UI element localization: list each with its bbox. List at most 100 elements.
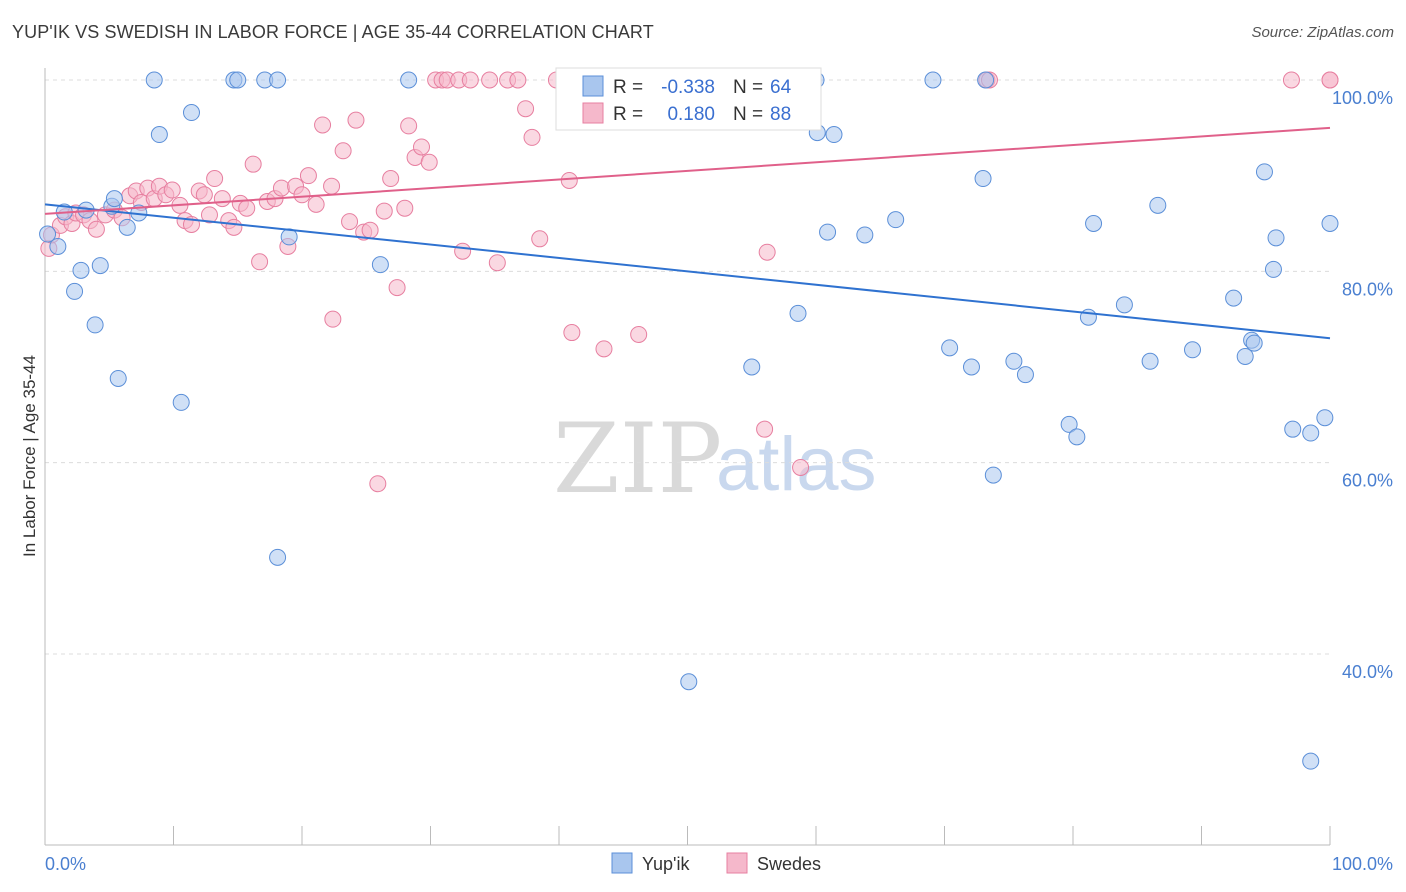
- swedes-point: [225, 218, 243, 236]
- watermark-zip: ZIP: [553, 403, 722, 515]
- bottom-legend-swatch-yupik: [611, 852, 633, 874]
- yupik-point: [182, 104, 200, 122]
- yupik-point: [941, 339, 959, 357]
- chart-title: YUP'IK VS SWEDISH IN LABOR FORCE | AGE 3…: [12, 22, 654, 42]
- yupik-point: [109, 369, 127, 387]
- y-axis-label: In Labor Force | Age 35-44: [20, 355, 39, 557]
- yupik-point: [1060, 415, 1078, 433]
- swedes-point: [756, 420, 774, 438]
- yupik-point: [66, 282, 84, 300]
- y-tick-label: 40.0%: [1342, 662, 1393, 682]
- y-tick-labels: 100.0% 80.0% 60.0% 40.0%: [1332, 88, 1393, 682]
- swedes-point: [334, 142, 352, 160]
- swedes-point: [1321, 71, 1339, 89]
- yupik-point: [1016, 366, 1034, 384]
- swedes-point: [213, 190, 231, 208]
- yupik-point: [269, 548, 287, 566]
- swedes-point: [307, 195, 325, 213]
- yupik-point: [1316, 409, 1334, 427]
- yupik-point: [743, 358, 761, 376]
- bottom-legend-label-yupik: Yup'ik: [642, 854, 690, 874]
- y-tick-label: 80.0%: [1342, 279, 1393, 299]
- swedes-point: [758, 243, 776, 261]
- swedes-point: [272, 179, 290, 197]
- swedes-point: [361, 221, 379, 239]
- swedes-point: [163, 181, 181, 199]
- swedes-point: [396, 199, 414, 217]
- yupik-point: [118, 218, 136, 236]
- yupik-point: [977, 71, 995, 89]
- yupik-point: [1184, 341, 1202, 359]
- swedes-point: [420, 153, 438, 171]
- swedes-point: [630, 325, 648, 343]
- swedes-point: [87, 220, 105, 238]
- source-label: Source: ZipAtlas.com: [1251, 24, 1394, 41]
- legend-r-label-yupik: R =: [613, 77, 643, 98]
- legend-n-label-swedes: N =: [733, 104, 763, 125]
- legend-r-label-swedes: R =: [613, 104, 643, 125]
- swedes-point: [595, 340, 613, 358]
- swedes-point: [324, 310, 342, 328]
- swedes-point: [413, 138, 431, 156]
- yupik-point: [1302, 424, 1320, 442]
- swedes-point: [531, 230, 549, 248]
- yupik-point: [145, 71, 163, 89]
- yupik-point: [887, 211, 905, 229]
- yupik-point: [1149, 196, 1167, 214]
- swedes-point: [488, 254, 506, 272]
- yupik-point: [39, 225, 57, 243]
- swedes-point: [454, 242, 472, 260]
- swedes-point: [481, 71, 499, 89]
- yupik-point: [962, 358, 980, 376]
- yupik-point: [72, 261, 90, 279]
- yupik-point: [789, 304, 807, 322]
- yupik-point: [1284, 420, 1302, 438]
- yupik-point: [974, 170, 992, 188]
- legend-n-value-swedes: 88: [770, 104, 791, 125]
- swedes-point: [523, 128, 541, 146]
- yupik-point: [105, 190, 123, 208]
- yupik-trend-line: [44, 203, 1331, 340]
- bottom-legend-swatch-swedes: [726, 852, 748, 874]
- bottom-legend: Yup'ik Swedes: [611, 852, 821, 874]
- legend-swatch-swedes: [582, 102, 604, 124]
- swedes-point: [323, 177, 341, 195]
- yupik-point: [91, 257, 109, 275]
- swedes-point: [517, 100, 535, 118]
- yupik-point: [1245, 334, 1263, 352]
- swedes-point: [195, 186, 213, 204]
- swedes-point: [400, 117, 418, 135]
- yupik-point: [400, 71, 418, 89]
- yupik-point: [1005, 352, 1023, 370]
- swedes-point: [563, 324, 581, 342]
- legend: R = -0.338 N = 64 R = 0.180 N = 88: [555, 67, 822, 131]
- yupik-point: [269, 71, 287, 89]
- trend-lines: [44, 126, 1331, 340]
- yupik-point: [984, 466, 1002, 484]
- yupik-point: [1264, 260, 1282, 278]
- yupik-points: [39, 71, 1339, 770]
- x-ticks: [173, 826, 1331, 845]
- yupik-point: [680, 673, 698, 691]
- swedes-point: [461, 71, 479, 89]
- swedes-point: [206, 170, 224, 188]
- legend-swatch-yupik: [582, 75, 604, 97]
- yupik-point: [1321, 215, 1339, 232]
- swedes-point: [299, 167, 317, 185]
- yupik-point: [1236, 347, 1254, 365]
- swedes-point: [792, 458, 810, 476]
- legend-r-value-swedes: 0.180: [667, 104, 715, 125]
- legend-r-value-yupik: -0.338: [661, 77, 715, 98]
- yupik-point: [49, 237, 67, 255]
- swedes-point: [388, 279, 406, 297]
- swedes-point: [347, 111, 365, 129]
- yupik-point: [1267, 229, 1285, 247]
- swedes-point: [244, 155, 262, 173]
- yupik-point: [1085, 215, 1103, 232]
- swedes-point: [238, 199, 256, 217]
- swedes-point: [1282, 71, 1300, 89]
- x-tick-label-max: 100.0%: [1332, 854, 1393, 874]
- swedes-point: [293, 186, 311, 204]
- yupik-point: [1255, 163, 1273, 181]
